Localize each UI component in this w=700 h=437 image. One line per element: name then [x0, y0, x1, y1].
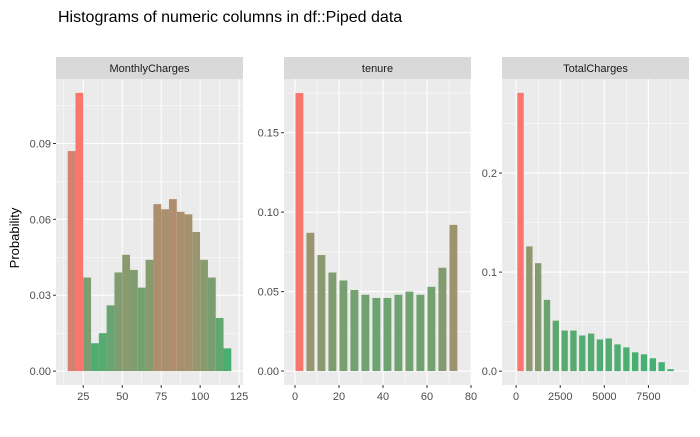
histogram-bar — [215, 317, 224, 372]
facet-strip-label: tenure — [362, 63, 393, 75]
y-tick-label: 0.2 — [482, 168, 497, 180]
x-tick-label: 7500 — [636, 391, 660, 403]
histogram-bar — [91, 343, 99, 372]
facet-strip — [56, 57, 243, 79]
y-tick-label: 0.10 — [258, 207, 279, 219]
histogram-bar — [137, 287, 146, 372]
histogram-bar — [640, 354, 648, 372]
histogram-bar — [649, 358, 657, 372]
histogram-bar — [372, 297, 381, 372]
histogram-bar — [579, 335, 586, 372]
histogram-bar — [570, 330, 577, 372]
x-tick-label: 0 — [292, 391, 298, 403]
y-tick-label: 0.1 — [482, 267, 497, 279]
x-tick-label: 100 — [191, 391, 209, 403]
histogram-bar — [596, 339, 604, 372]
histogram-bar — [383, 297, 392, 372]
histogram-bar — [427, 286, 436, 372]
histogram-bar — [361, 294, 370, 372]
x-tick-label: 40 — [377, 391, 389, 403]
x-tick-label: 20 — [333, 391, 345, 403]
histogram-bar — [130, 269, 138, 372]
histogram-bar — [632, 352, 639, 372]
x-tick-label: 75 — [155, 391, 167, 403]
x-tick-label: 25 — [77, 391, 89, 403]
y-axis-label: Probability — [7, 207, 22, 268]
x-tick-label: 0 — [513, 391, 519, 403]
histogram-bar — [449, 224, 458, 372]
x-tick-label: 80 — [465, 391, 477, 403]
histogram-bar — [561, 330, 568, 372]
histogram-bar — [517, 92, 524, 372]
histogram-bar — [306, 232, 315, 372]
x-tick-label: 2500 — [548, 391, 572, 403]
histogram-bar — [184, 214, 193, 372]
histogram-bar — [200, 259, 208, 372]
facet-strip — [284, 57, 471, 79]
x-tick-label: 5000 — [592, 391, 616, 403]
histogram-bar — [153, 204, 162, 372]
histogram-bar — [552, 320, 559, 372]
histogram-bar — [667, 369, 674, 372]
y-tick-label: 0.03 — [30, 290, 51, 302]
histogram-bar — [605, 338, 612, 372]
histogram-bar — [295, 92, 304, 372]
y-tick-label: 0.0 — [482, 366, 497, 378]
histogram-bar — [75, 92, 84, 372]
histogram-bar — [526, 246, 533, 372]
histogram-bar — [83, 277, 92, 372]
facet-strip-label: TotalCharges — [563, 63, 628, 75]
facet-strip — [502, 57, 689, 79]
histogram-bar — [223, 348, 232, 372]
x-tick-label: 60 — [421, 391, 433, 403]
histogram-bar — [145, 259, 154, 372]
histogram-bar — [394, 294, 403, 372]
y-tick-label: 0.15 — [258, 128, 279, 140]
histogram-bar — [98, 333, 107, 372]
histogram-bar — [192, 232, 201, 372]
histogram-bar — [67, 151, 76, 372]
histogram-bar — [623, 347, 630, 372]
histogram-bar — [339, 280, 348, 372]
histogram-bar — [122, 254, 131, 372]
histogram-bar — [114, 272, 123, 372]
histogram-bar — [405, 291, 414, 372]
histogram-bar — [328, 272, 337, 372]
y-tick-label: 0.09 — [30, 138, 51, 150]
x-tick-label: 50 — [116, 391, 128, 403]
x-tick-label: 125 — [230, 391, 248, 403]
facet-panel-MonthlyCharges: MonthlyCharges 0.00 0.03 0.06 0.09 25 50 75 100 1… — [30, 57, 248, 403]
chart-title: Histograms of numeric columns in df::Pip… — [58, 9, 402, 26]
y-tick-label: 0.00 — [258, 366, 279, 378]
histogram-bar — [614, 344, 621, 372]
histogram-bar — [106, 305, 115, 372]
facet-strip-label: MonthlyCharges — [109, 63, 190, 75]
histogram-bar — [416, 294, 425, 372]
y-tick-label: 0.06 — [30, 214, 51, 226]
histogram-bar — [161, 209, 169, 372]
histogram-bar — [317, 255, 326, 372]
histogram-bar — [438, 267, 447, 372]
histogram-bar — [168, 199, 177, 372]
facet-panel-TotalCharges: TotalCharges 0.0 0.1 0.2 0 2500 5000 7500 — [482, 57, 689, 403]
histogram-bar — [350, 289, 359, 372]
histogram-bar — [587, 333, 595, 372]
y-tick-label: 0.00 — [30, 366, 51, 378]
histogram-bar — [534, 263, 542, 372]
histogram-bar — [543, 299, 551, 372]
facet-panel-tenure: tenure 0.00 0.05 0.10 0.15 0 20 40 60 80 — [258, 57, 477, 403]
y-tick-label: 0.05 — [258, 287, 279, 299]
histogram-bar — [207, 277, 216, 372]
panel-background — [502, 79, 689, 385]
histogram-bar — [176, 211, 185, 372]
histogram-bar — [658, 362, 665, 372]
